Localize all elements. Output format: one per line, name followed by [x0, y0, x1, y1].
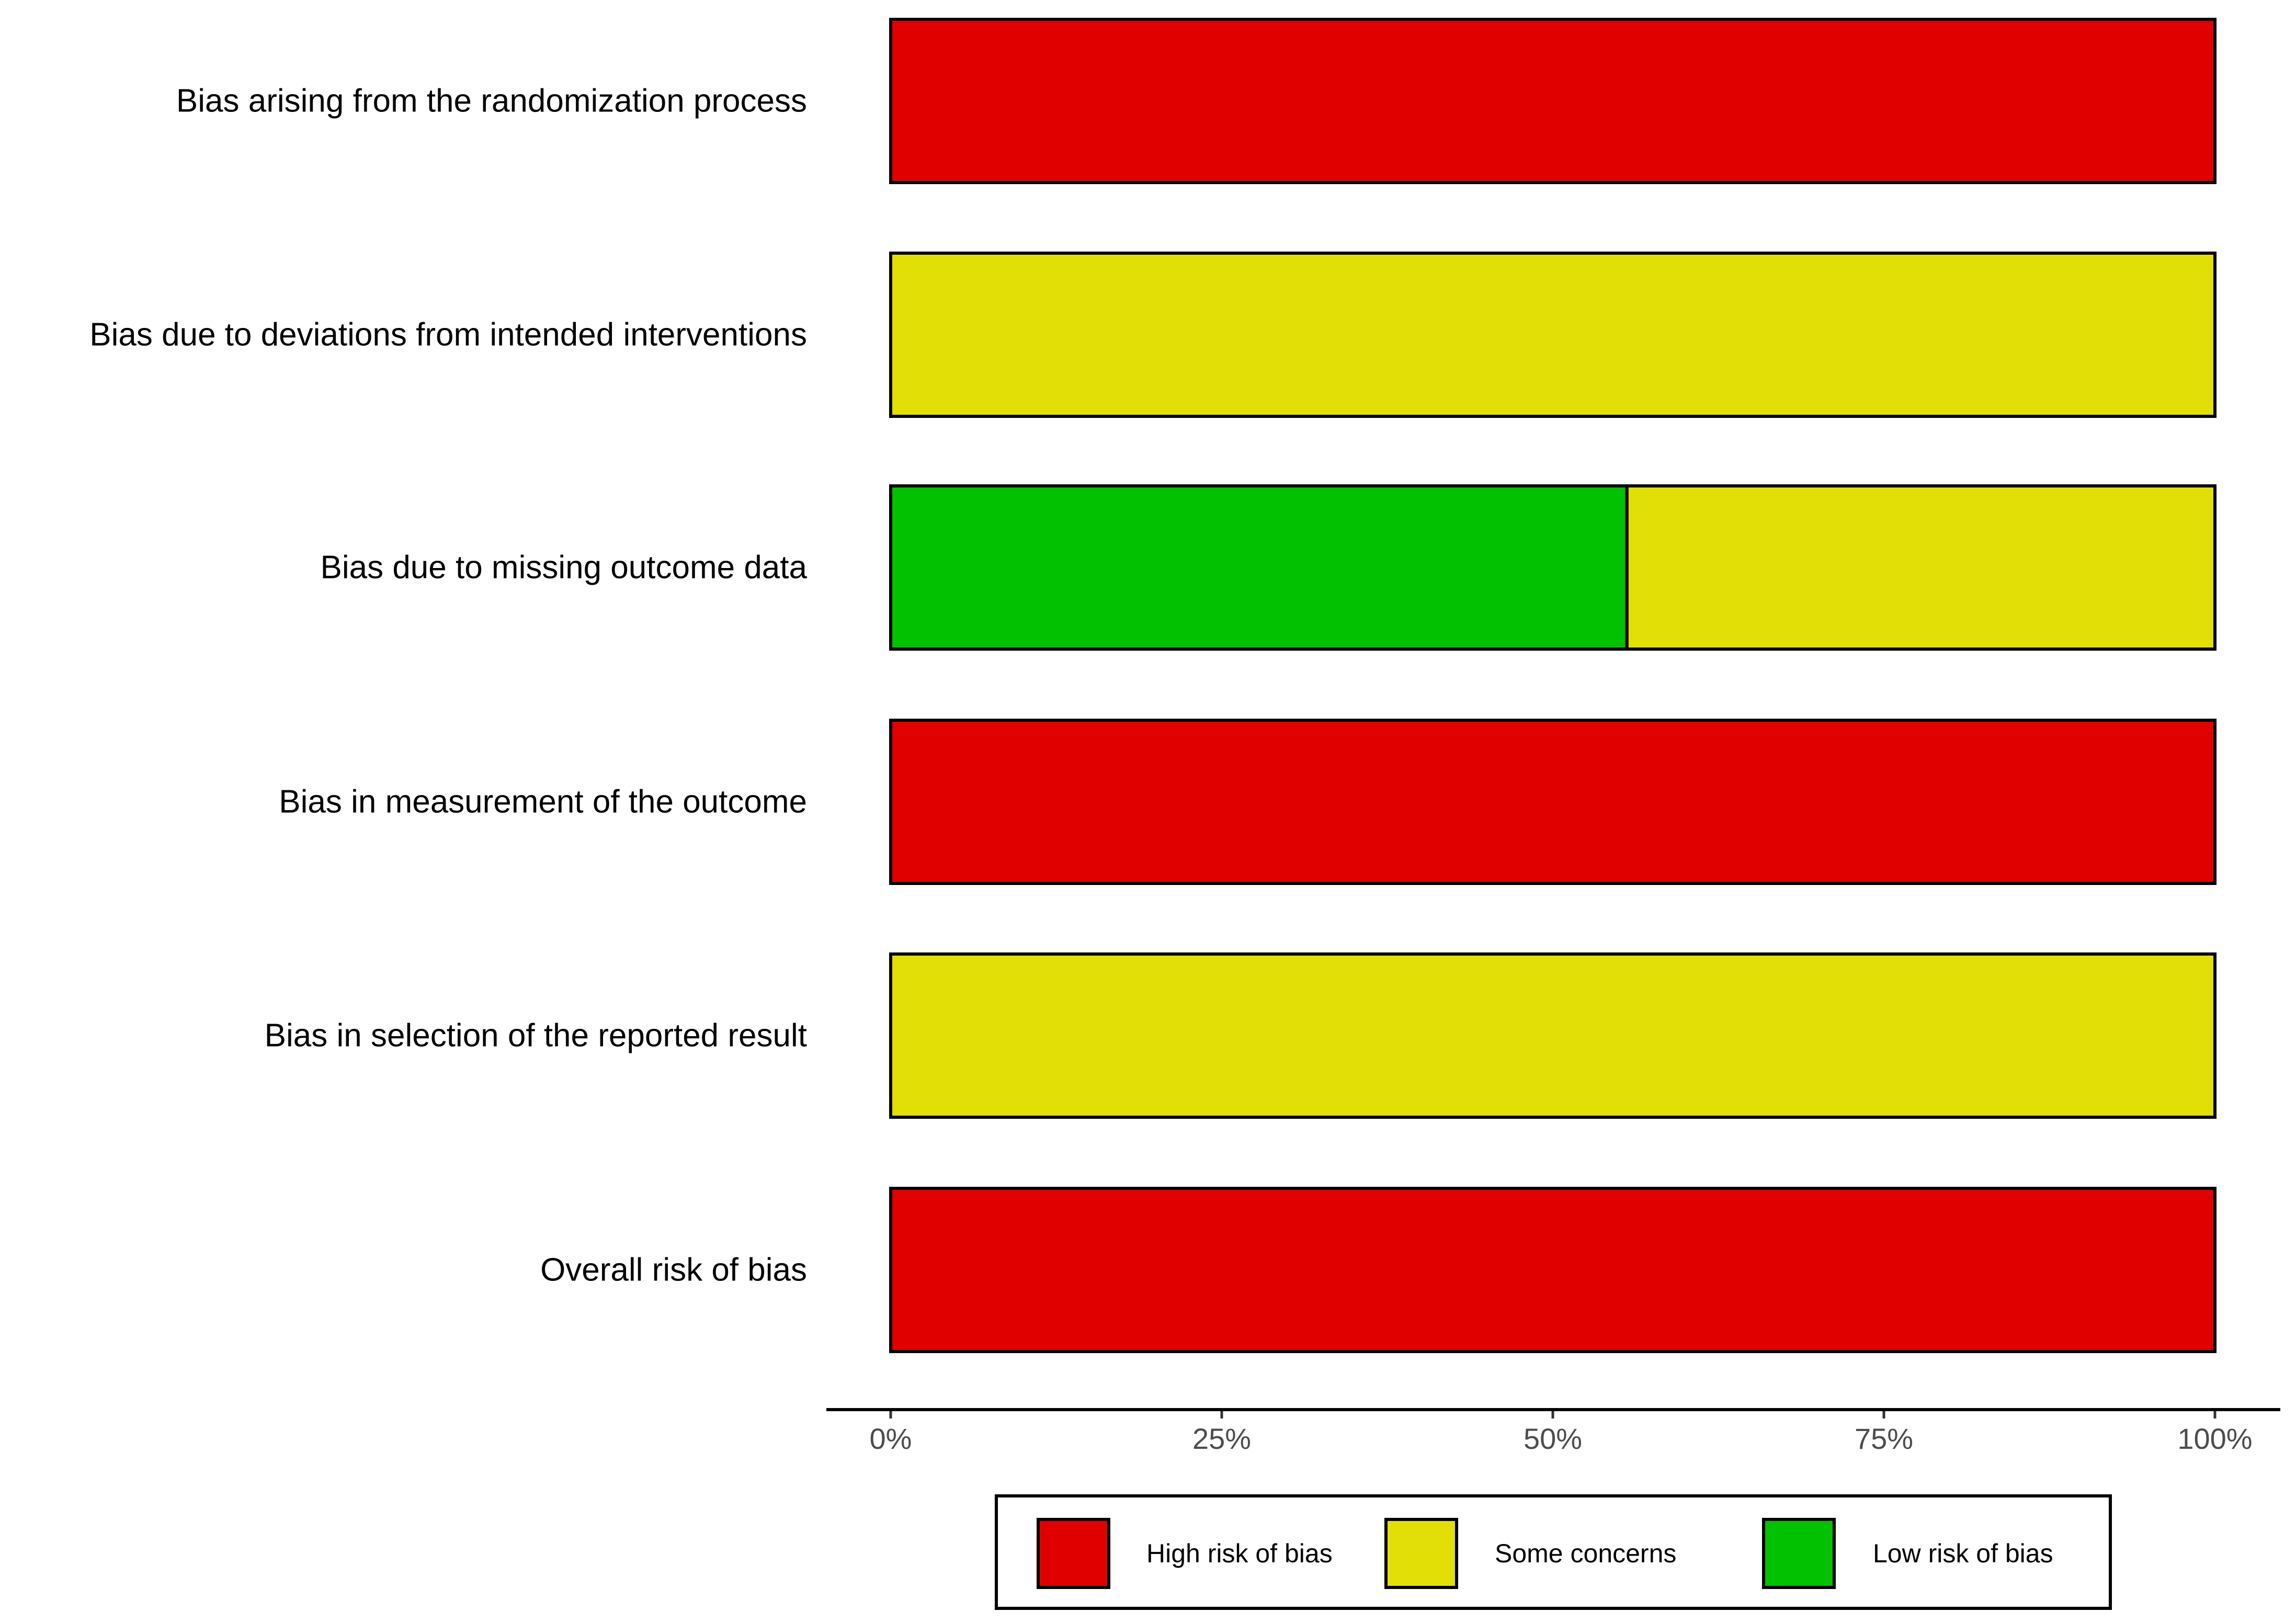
legend-swatch-low-risk-of-bias	[1762, 1518, 1836, 1589]
legend-label-some-concerns: Some concerns	[1495, 1539, 1676, 1568]
category-labels: Bias arising from the randomization proc…	[89, 83, 807, 1288]
bar-bias-due-to-missing-outcome-data-some-concerns	[1625, 484, 2217, 651]
bar-bias-arising-from-the-randomization-process-high-risk-of-bias	[889, 18, 2217, 184]
bar-overall-risk-of-bias-high-risk-of-bias	[889, 1187, 2217, 1353]
x-axis-ticks: 0% 25% 50% 75% 100%	[870, 1411, 2253, 1455]
category-label: Bias in measurement of the outcome	[279, 784, 807, 820]
legend-swatch-high-risk-of-bias	[1037, 1518, 1110, 1589]
bar-bias-in-measurement-of-the-outcome-high-risk-of-bias	[889, 719, 2217, 885]
category-label: Bias due to missing outcome data	[320, 550, 807, 586]
category-label: Bias in selection of the reported result	[265, 1018, 807, 1054]
category-label: Overall risk of bias	[540, 1252, 807, 1288]
x-tick-label: 100%	[2177, 1422, 2252, 1455]
bar-bias-due-to-missing-outcome-data-low-risk-of-bias	[889, 484, 1629, 651]
bars-group	[889, 18, 2217, 1353]
bar-bias-due-to-deviations-from-intended-interventions-some-concerns	[889, 252, 2217, 418]
x-tick-label: 50%	[1524, 1422, 1582, 1455]
legend-swatch-some-concerns	[1384, 1518, 1458, 1589]
x-tick-label: 75%	[1855, 1422, 1913, 1455]
x-tick-label: 0%	[870, 1422, 912, 1455]
bar-bias-in-selection-of-the-reported-result-some-concerns	[889, 952, 2217, 1119]
legend-frame	[995, 1494, 2112, 1610]
category-label: Bias arising from the randomization proc…	[176, 83, 807, 119]
legend-label-low-risk-of-bias: Low risk of bias	[1873, 1539, 2053, 1568]
category-label: Bias due to deviations from intended int…	[89, 317, 807, 353]
x-tick-label: 25%	[1192, 1422, 1251, 1455]
legend: High risk of bias Some concerns Low risk o…	[995, 1494, 2112, 1610]
legend-label-high-risk-of-bias: High risk of bias	[1146, 1539, 1333, 1568]
